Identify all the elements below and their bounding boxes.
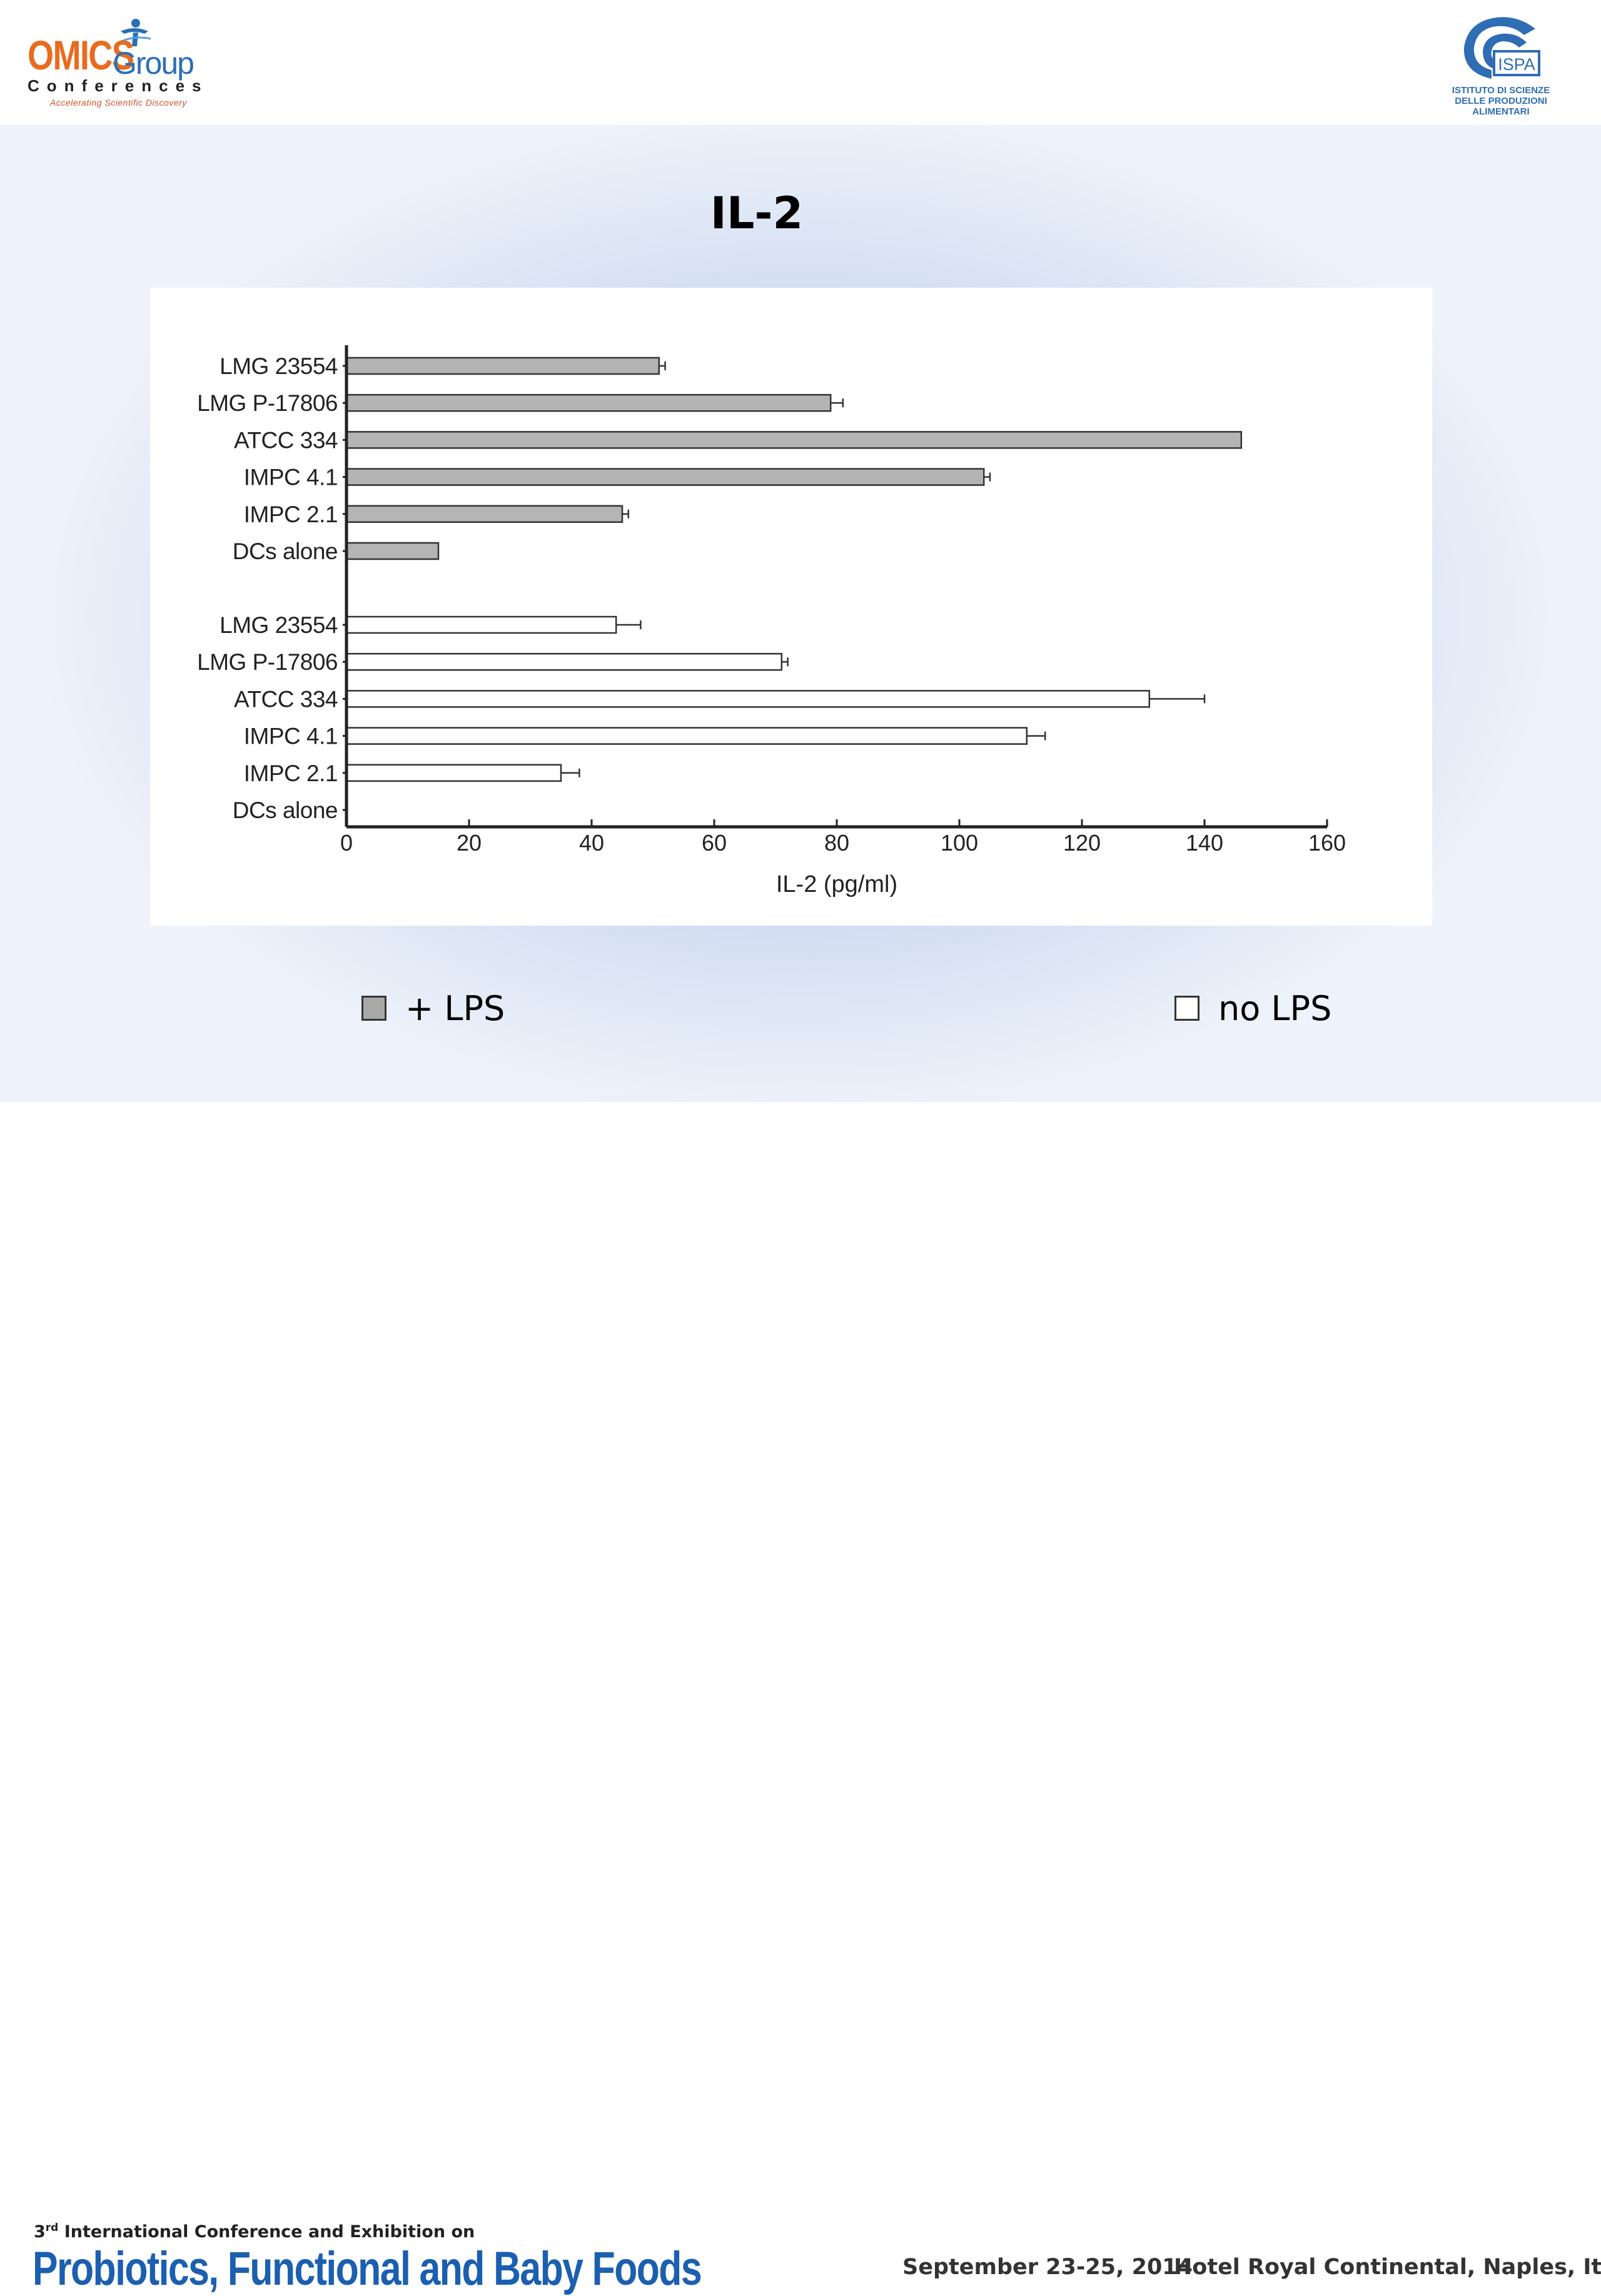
x-tick-label: 0 [340,830,353,856]
omics-logo-tagline: Accelerating Scientific Discovery [50,98,187,108]
category-label: LMG P-17806 [197,390,338,416]
x-axis-label: IL-2 (pg/ml) [776,871,897,898]
x-tick-label: 20 [457,830,482,856]
category-label: IMPC 2.1 [244,502,338,527]
conference-name: Probiotics, Functional and Baby Foods [33,2242,702,2295]
category-label: LMG 23554 [220,612,338,638]
legend-item-lps: + LPS [361,988,505,1028]
category-label: LMG P-17806 [197,649,338,675]
legend-label-no-lps: no LPS [1218,988,1332,1028]
bar [345,431,1243,449]
conference-edition-line: 3rd International Conference and Exhibit… [34,2222,475,2242]
bar [345,764,562,782]
bar [345,468,985,486]
slide-footer: 3rd International Conference and Exhibit… [0,1102,1601,2295]
category-label: IMPC 2.1 [244,761,338,786]
omics-logo-conferences: Conferences [28,76,209,95]
bar [345,690,1151,708]
x-tick-label: 40 [579,830,604,856]
conference-venue: Hotel Royal Continental, Naples, Italy [1174,2255,1601,2280]
ispa-logo: ISPA ISTITUTO DI SCIENZE DELLE PRODUZION… [1442,15,1560,121]
bar [345,727,1028,745]
bar [345,505,624,523]
category-label: IMPC 4.1 [244,465,338,490]
slide-header: OMICS Group Conferences Accelerating Sci… [0,0,1601,125]
legend-swatch-lps [361,996,386,1021]
legend-label-lps: + LPS [405,988,505,1028]
x-tick-label: 100 [941,830,978,856]
omics-logo-word: OMICS [28,32,134,78]
bar [345,615,617,634]
ispa-emblem-icon: ISPA [1463,17,1540,79]
slide-title: IL-2 [710,188,804,239]
x-tick-label: 80 [824,830,849,856]
omics-logo-group: Group [113,46,194,81]
x-tick-label: 120 [1063,830,1101,856]
category-label: DCs alone [233,797,338,823]
x-tick-label: 140 [1186,830,1223,856]
bar [345,393,832,412]
category-label: DCs alone [233,539,338,564]
bar [345,542,440,560]
chart-panel: LMG 23554 LMG P-17806 ATCC 334 IMPC 4.1 IMPC… [150,288,1432,926]
legend-item-no-lps: no LPS [1174,988,1332,1028]
category-label: ATCC 334 [234,427,338,453]
il2-bar-chart: LMG 23554 LMG P-17806 ATCC 334 IMPC 4.1 IMPC… [197,345,1346,898]
x-tick-label: 60 [702,830,727,856]
omics-group-logo: OMICS Group Conferences Accelerating Sci… [25,18,206,111]
ispa-acronym: ISPA [1498,55,1535,74]
person-figure-icon [118,19,151,46]
legend-swatch-no-lps [1174,996,1199,1021]
category-label: IMPC 4.1 [244,724,338,749]
bar [345,357,660,375]
conference-date: September 23-25, 2014 [902,2255,1193,2280]
category-label: LMG 23554 [220,353,338,379]
x-tick-label: 160 [1308,830,1346,856]
ispa-institute-name: ISTITUTO DI SCIENZE DELLE PRODUZIONI ALI… [1452,85,1550,117]
category-label: ATCC 334 [234,686,338,712]
bar [345,652,783,671]
